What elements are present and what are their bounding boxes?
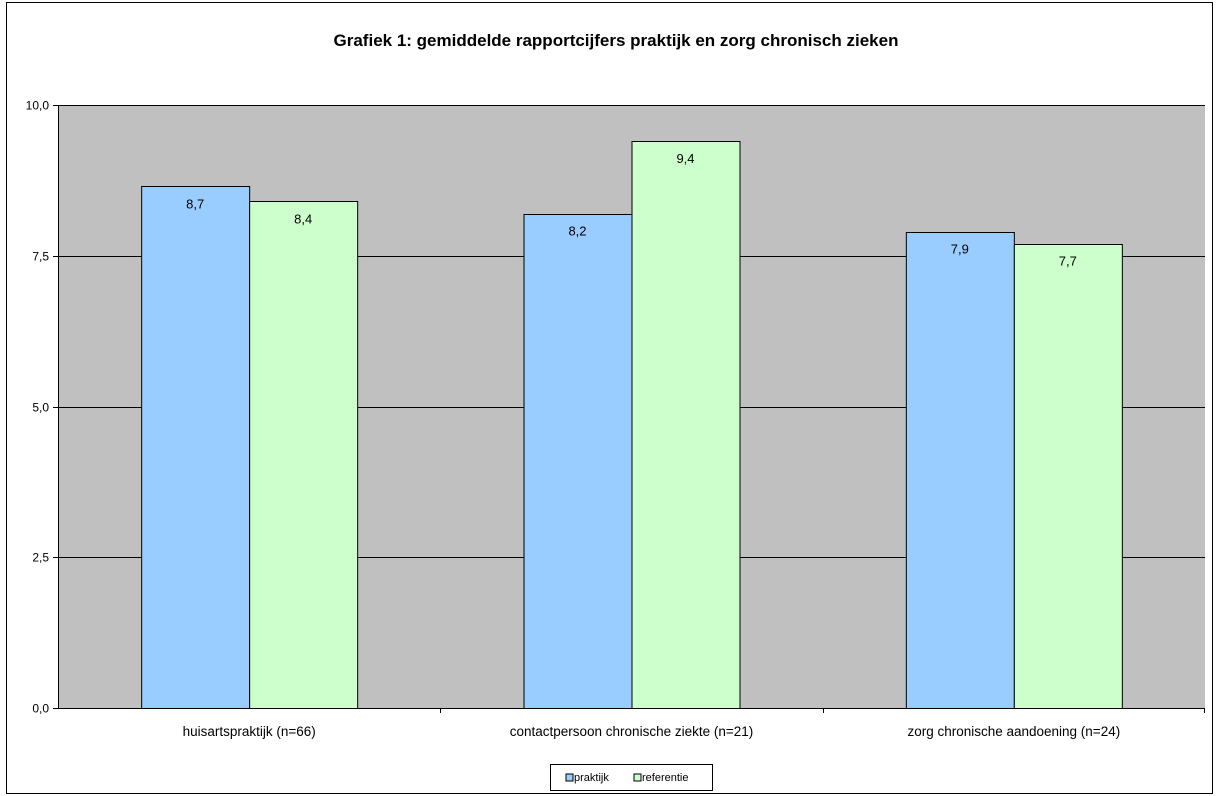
- data-label-referentie: 9,4: [676, 151, 694, 166]
- y-tick-label: 7,5: [32, 250, 49, 264]
- bar-praktijk: [141, 186, 251, 709]
- x-tick-label: huisartspraktijk (n=66): [183, 724, 316, 739]
- bar-referentie: [631, 141, 741, 709]
- bar-praktijk: [523, 214, 633, 709]
- y-tick-labels: 0,0 2,5 5,0 7,5 10,0: [26, 99, 50, 716]
- bar-praktijk: [905, 232, 1015, 709]
- data-label-praktijk: 8,2: [568, 224, 586, 239]
- data-label-referentie: 8,4: [294, 211, 312, 226]
- y-tick-label: 0,0: [32, 702, 49, 716]
- data-labels: 8,7 8,4 8,2 9,4 7,9 7,7: [186, 151, 1077, 269]
- x-tick-label: zorg chronische aandoening (n=24): [907, 724, 1120, 739]
- x-tick-labels: huisartspraktijk (n=66) contactpersoon ch…: [183, 724, 1121, 739]
- data-label-praktijk: 8,7: [186, 196, 204, 211]
- legend: praktijk referentie: [550, 764, 713, 791]
- y-tick-label: 5,0: [32, 401, 49, 415]
- legend-label-praktijk: praktijk: [574, 772, 609, 784]
- legend-box: [550, 764, 713, 791]
- y-tick-label: 2,5: [32, 551, 49, 565]
- legend-label-referentie: referentie: [642, 772, 688, 784]
- bar-referentie: [249, 201, 359, 709]
- chart-title: Grafiek 1: gemiddelde rapportcijfers pra…: [334, 31, 899, 50]
- y-tick-label: 10,0: [26, 99, 50, 113]
- data-label-praktijk: 7,9: [951, 242, 969, 257]
- legend-swatch-praktijk: [565, 773, 574, 782]
- data-label-referentie: 7,7: [1059, 254, 1077, 269]
- x-tick-label: contactpersoon chronische ziekte (n=21): [510, 724, 754, 739]
- legend-swatch-referentie: [633, 773, 642, 782]
- axes: [53, 105, 1205, 713]
- bar-referentie: [1013, 244, 1123, 709]
- bars: [141, 141, 1123, 709]
